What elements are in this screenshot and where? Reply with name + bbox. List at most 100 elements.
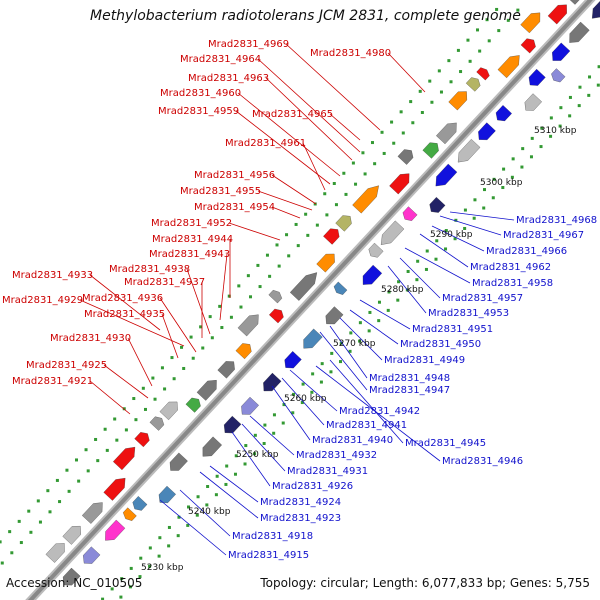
- tick-dot: [323, 192, 327, 196]
- tick-dot: [195, 513, 199, 517]
- tick-dot: [8, 530, 12, 534]
- tick-dot: [208, 315, 212, 319]
- forward-gene-label: Mrad2831_4944: [152, 234, 233, 245]
- gene-arrow: [323, 228, 340, 245]
- tick-dot: [463, 226, 467, 230]
- tick-dot: [220, 326, 224, 330]
- forward-gene-label: Mrad2831_4954: [194, 202, 275, 213]
- tick-dot: [447, 59, 451, 63]
- tick-dot: [301, 382, 305, 386]
- tick-dot: [506, 18, 510, 22]
- backbone-line: [27, 0, 593, 600]
- forward-gene-label: Mrad2831_4961: [225, 138, 306, 149]
- tick-dot: [65, 468, 69, 472]
- gene-arrow: [429, 196, 446, 213]
- gene-arrow: [422, 142, 439, 159]
- leader-line: [159, 297, 197, 353]
- tick-dot: [157, 554, 161, 558]
- gene-arrow: [389, 173, 410, 195]
- gene-arrow: [45, 543, 65, 563]
- forward-gene-label: Mrad2831_4943: [149, 249, 230, 260]
- leader-line: [431, 225, 485, 252]
- leader-line: [219, 253, 228, 321]
- leader-line: [329, 325, 368, 379]
- gene-arrow: [569, 21, 590, 43]
- tick-dot: [128, 585, 132, 589]
- tick-dot: [206, 485, 210, 489]
- tick-dot: [268, 274, 272, 278]
- tick-dot: [511, 157, 515, 161]
- tick-dot: [501, 186, 505, 190]
- tick-dot: [182, 366, 186, 370]
- gene-arrow: [81, 502, 103, 524]
- tick-dot: [304, 212, 308, 216]
- gene-arrow: [269, 308, 284, 324]
- tick-dot: [339, 360, 343, 364]
- tick-dot: [287, 254, 291, 258]
- tick-dot: [397, 280, 401, 284]
- leader-line: [159, 499, 227, 556]
- leader-line: [329, 113, 361, 141]
- gene-arrow: [169, 452, 188, 471]
- tick-dot: [392, 141, 396, 145]
- leader-line: [231, 431, 271, 487]
- tick-dot: [520, 165, 524, 169]
- tick-dot: [124, 428, 128, 432]
- tick-dot: [549, 116, 553, 120]
- tick-dot: [539, 145, 543, 149]
- leader-line: [387, 52, 426, 93]
- tick-dot: [246, 274, 250, 278]
- tick-dot: [148, 564, 152, 568]
- tick-dot: [291, 411, 295, 415]
- tick-dot: [540, 126, 544, 130]
- gene-arrow: [122, 507, 137, 521]
- leader-line: [315, 365, 441, 462]
- tick-dot: [332, 182, 336, 186]
- tick-dot: [300, 401, 304, 405]
- tick-dot: [96, 459, 100, 463]
- reverse-gene-label: Mrad2831_4967: [503, 230, 584, 241]
- tick-dot: [210, 336, 214, 340]
- tick-dot: [17, 519, 21, 523]
- leader-line: [241, 423, 286, 472]
- tick-dot: [386, 308, 390, 312]
- tick-dot: [205, 503, 209, 507]
- tick-dot: [196, 495, 200, 499]
- gene-arrow: [185, 397, 201, 413]
- leader-line: [257, 58, 361, 153]
- tick-dot: [132, 397, 136, 401]
- gene-arrow: [476, 67, 490, 81]
- forward-gene-label: Mrad2831_4955: [180, 186, 261, 197]
- leader-line: [399, 257, 441, 299]
- scale-tick-label: 5250 kbp: [236, 450, 279, 460]
- reverse-gene-label: Mrad2831_4923: [260, 513, 341, 524]
- leader-line: [439, 215, 502, 236]
- leader-line: [89, 274, 161, 331]
- tick-dot: [253, 433, 257, 437]
- leader-line: [404, 247, 471, 284]
- gene-arrow: [325, 306, 344, 325]
- tick-dot: [363, 172, 367, 176]
- leader-line: [79, 299, 185, 347]
- reverse-gene-label: Mrad2831_4951: [412, 324, 493, 335]
- leader-line: [257, 190, 313, 211]
- tick-dot: [215, 474, 219, 478]
- tick-dot: [497, 29, 501, 33]
- tick-dot: [272, 431, 276, 435]
- reverse-gene-label: Mrad2831_4926: [272, 481, 353, 492]
- leader-line: [186, 268, 211, 335]
- leader-line: [237, 92, 341, 177]
- tick-dot: [177, 515, 181, 519]
- tick-dot: [478, 49, 482, 53]
- tick-dot: [29, 530, 33, 534]
- reverse-gene-label: Mrad2831_4946: [442, 456, 523, 467]
- tick-dot: [492, 177, 496, 181]
- tick-dot: [342, 171, 346, 175]
- gene-arrow: [235, 343, 252, 360]
- tick-dot: [77, 479, 81, 483]
- tick-dot: [313, 202, 317, 206]
- tick-dot: [110, 587, 114, 591]
- leader-line: [359, 299, 411, 330]
- gene-arrow: [435, 163, 458, 187]
- forward-gene-label: Mrad2831_4933: [12, 270, 93, 281]
